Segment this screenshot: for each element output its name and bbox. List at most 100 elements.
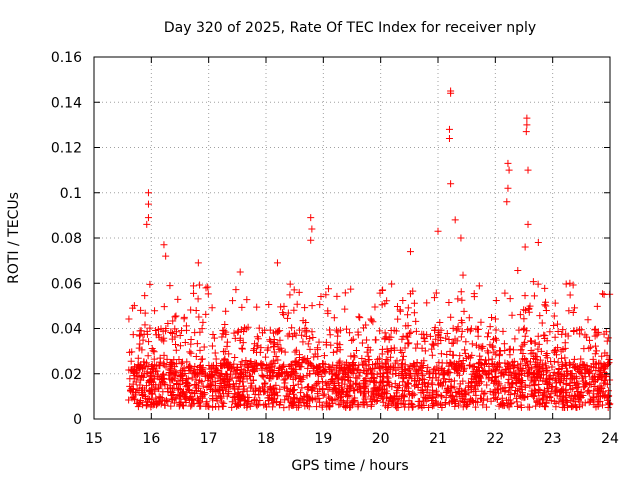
data-point [175, 385, 183, 393]
data-point [170, 374, 178, 382]
data-point [380, 393, 388, 401]
data-point [512, 394, 520, 402]
data-point [498, 401, 506, 409]
data-point [409, 287, 417, 295]
data-point [490, 391, 498, 399]
data-point [550, 347, 558, 355]
data-point [271, 359, 279, 367]
data-point [215, 403, 223, 411]
data-point [578, 374, 586, 382]
data-point [593, 302, 601, 310]
data-point [326, 331, 334, 339]
data-point [148, 390, 156, 398]
data-point [288, 400, 296, 408]
data-point [376, 365, 384, 373]
data-point [542, 302, 550, 310]
data-point [225, 388, 233, 396]
data-point [219, 376, 227, 384]
data-point [143, 359, 151, 367]
data-point [333, 292, 341, 300]
data-point [551, 299, 559, 307]
y-tick-label: 0.14 [51, 95, 82, 111]
data-point [556, 378, 564, 386]
data-point [204, 283, 212, 291]
data-point [174, 295, 182, 303]
data-point [248, 399, 256, 407]
data-point [388, 383, 396, 391]
data-point [447, 313, 455, 321]
data-point [319, 385, 327, 393]
data-point [511, 369, 519, 377]
x-tick-label: 22 [486, 431, 504, 447]
data-point [564, 370, 572, 378]
data-point [478, 367, 486, 375]
data-point [462, 391, 470, 399]
data-point [603, 351, 611, 359]
data-point [418, 344, 426, 352]
data-point [418, 370, 426, 378]
data-point [504, 159, 512, 167]
data-point [468, 370, 476, 378]
data-point [186, 364, 194, 372]
data-point [145, 338, 153, 346]
data-point [443, 385, 451, 393]
data-point [573, 391, 581, 399]
data-point [313, 369, 321, 377]
data-point [137, 306, 145, 314]
data-point [519, 392, 527, 400]
data-point [432, 387, 440, 395]
data-point [208, 304, 216, 312]
data-point [339, 376, 347, 384]
data-point [208, 342, 216, 350]
data-point [272, 381, 280, 389]
data-point [335, 369, 343, 377]
data-point [434, 332, 442, 340]
data-point [402, 332, 410, 340]
data-point [389, 363, 397, 371]
data-point [202, 310, 210, 318]
data-point [304, 393, 312, 401]
data-point [424, 383, 432, 391]
data-point [363, 336, 371, 344]
data-point [379, 286, 387, 294]
data-point [175, 392, 183, 400]
data-point [479, 401, 487, 409]
data-point [136, 381, 144, 389]
data-point [254, 400, 262, 408]
data-point [576, 403, 584, 411]
data-point [195, 369, 203, 377]
data-point [347, 384, 355, 392]
data-point [548, 363, 556, 371]
data-point [130, 395, 138, 403]
data-point [172, 346, 180, 354]
data-point [528, 387, 536, 395]
data-point [532, 363, 540, 371]
data-point [314, 352, 322, 360]
data-point [301, 355, 309, 363]
data-point [435, 359, 443, 367]
data-point [591, 342, 599, 350]
data-point [246, 402, 254, 410]
data-point [160, 361, 168, 369]
data-point [420, 401, 428, 409]
data-point [586, 397, 594, 405]
data-point [192, 353, 200, 361]
data-point [539, 396, 547, 404]
data-point [392, 327, 400, 335]
data-point [542, 362, 550, 370]
data-point [437, 350, 445, 358]
data-point [336, 359, 344, 367]
data-point [332, 390, 340, 398]
x-tick-label: 23 [544, 431, 562, 447]
data-point [221, 320, 229, 328]
data-point [590, 360, 598, 368]
data-point [463, 402, 471, 410]
data-point [375, 363, 383, 371]
data-point [347, 352, 355, 360]
data-point [506, 351, 514, 359]
data-point [303, 372, 311, 380]
data-point [167, 402, 175, 410]
data-point [131, 369, 139, 377]
data-point [521, 292, 529, 300]
data-point [194, 295, 202, 303]
